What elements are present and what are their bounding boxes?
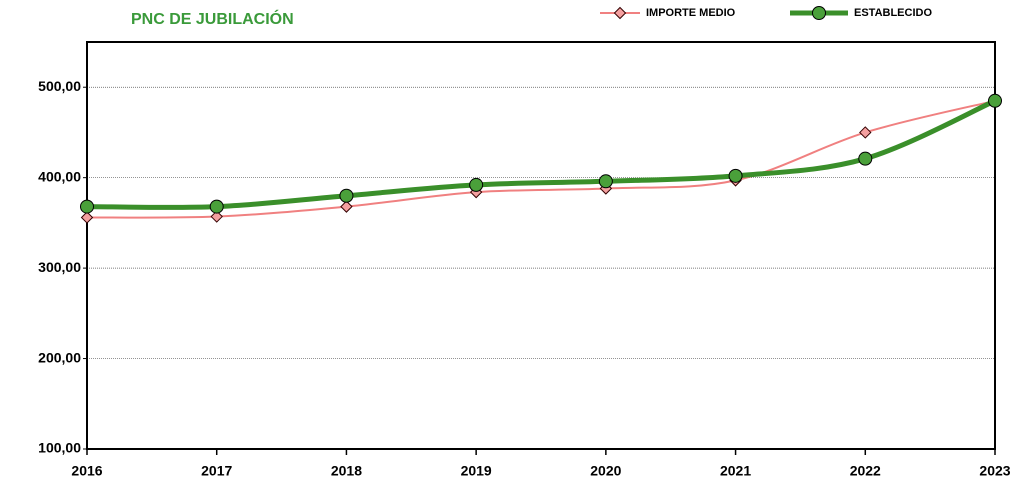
y-tick-label: 400,00 [38,168,81,184]
series-line [86,98,997,210]
data-point [340,200,353,213]
x-tick-label: 2020 [590,463,621,479]
data-point [469,177,484,192]
x-tick-label: 2022 [850,463,881,479]
x-tick-label: 2021 [720,463,751,479]
legend-marker [812,6,826,20]
data-point [209,199,224,214]
plot-frame [86,41,996,450]
y-tick-label: 500,00 [38,78,81,94]
x-tick-label: 2023 [979,463,1010,479]
y-tick-label: 200,00 [38,349,81,365]
legend-label: IMPORTE MEDIO [646,7,736,19]
data-point [728,168,743,183]
y-tick-label: 300,00 [38,259,81,275]
data-point [210,210,223,223]
x-tick-label: 2018 [331,463,362,479]
legend-marker [613,6,627,20]
data-point [80,199,94,214]
data-point [339,188,354,203]
y-tick-label: 100,00 [38,440,81,456]
chart-title: PNC DE JUBILACIÓN [131,9,294,28]
data-point [858,151,873,166]
legend-label: ESTABLECIDO [854,7,932,19]
data-point [598,174,613,189]
data-point [859,126,872,139]
x-tick-label: 2017 [201,463,232,479]
x-tick-label: 2016 [71,463,102,479]
data-point [988,93,1002,108]
x-tick-label: 2019 [461,463,492,479]
data-point [80,211,94,224]
series-line [86,99,996,219]
